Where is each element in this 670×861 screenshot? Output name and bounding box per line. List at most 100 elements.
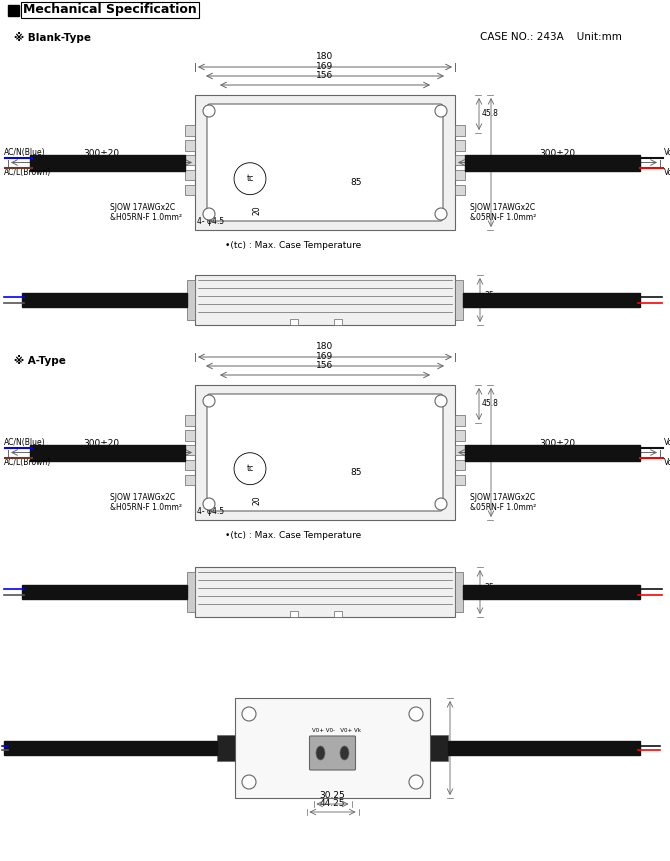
Bar bbox=[465, 154, 640, 170]
Bar bbox=[334, 319, 342, 325]
Text: tc: tc bbox=[247, 174, 254, 183]
Text: 169: 169 bbox=[316, 352, 334, 361]
Bar bbox=[22, 585, 187, 599]
Circle shape bbox=[409, 707, 423, 721]
Bar bbox=[185, 430, 195, 441]
Circle shape bbox=[242, 775, 256, 789]
Text: &05RN-F 1.0mm²: &05RN-F 1.0mm² bbox=[470, 213, 536, 222]
Text: 45.8: 45.8 bbox=[482, 400, 499, 408]
Text: 20: 20 bbox=[253, 495, 262, 505]
Text: 44.25: 44.25 bbox=[320, 799, 345, 808]
Bar bbox=[187, 280, 195, 320]
Bar bbox=[195, 385, 455, 520]
Text: &H05RN-F 1.0mm²: &H05RN-F 1.0mm² bbox=[110, 503, 182, 512]
Text: 21: 21 bbox=[454, 744, 464, 753]
Text: AC/L(Brown): AC/L(Brown) bbox=[4, 459, 51, 468]
Bar bbox=[4, 741, 217, 755]
Text: 156: 156 bbox=[316, 71, 334, 80]
Circle shape bbox=[435, 105, 447, 117]
Circle shape bbox=[203, 395, 215, 407]
Bar bbox=[235, 698, 430, 798]
Text: Mechanical Specification: Mechanical Specification bbox=[23, 3, 197, 16]
Bar bbox=[195, 275, 455, 325]
FancyBboxPatch shape bbox=[207, 104, 443, 221]
Bar bbox=[455, 430, 465, 441]
Circle shape bbox=[409, 775, 423, 789]
Circle shape bbox=[242, 707, 256, 721]
Text: AC/L(Brown): AC/L(Brown) bbox=[4, 169, 51, 177]
Bar bbox=[430, 735, 448, 761]
Bar bbox=[185, 126, 195, 136]
Text: 20: 20 bbox=[253, 205, 262, 214]
Text: 35.5: 35.5 bbox=[484, 300, 501, 309]
Text: 35: 35 bbox=[484, 290, 494, 300]
Text: Vo+(Red): Vo+(Red) bbox=[664, 459, 670, 468]
Text: 30.25: 30.25 bbox=[320, 791, 345, 800]
Bar bbox=[195, 95, 455, 230]
Text: 180: 180 bbox=[316, 342, 334, 351]
Ellipse shape bbox=[340, 746, 349, 760]
Ellipse shape bbox=[316, 746, 325, 760]
Text: AC/N(Blue): AC/N(Blue) bbox=[4, 437, 46, 447]
Bar bbox=[463, 293, 640, 307]
Circle shape bbox=[203, 105, 215, 117]
FancyBboxPatch shape bbox=[310, 736, 356, 770]
Text: ※ Blank-Type: ※ Blank-Type bbox=[14, 32, 91, 43]
Text: Vo-(Black): Vo-(Black) bbox=[664, 147, 670, 157]
Bar bbox=[455, 415, 465, 426]
Bar bbox=[455, 280, 463, 320]
Text: SJOW 17AWGx2C: SJOW 17AWGx2C bbox=[470, 203, 535, 212]
Text: SJOW 17AWGx2C: SJOW 17AWGx2C bbox=[110, 493, 175, 502]
Bar bbox=[185, 460, 195, 470]
Text: 35.5: 35.5 bbox=[484, 592, 501, 602]
Text: SJOW 17AWGx2C: SJOW 17AWGx2C bbox=[470, 493, 535, 502]
Bar bbox=[465, 444, 640, 461]
Bar bbox=[455, 140, 465, 151]
Bar bbox=[195, 567, 455, 617]
Text: CASE NO.: 243A    Unit:mm: CASE NO.: 243A Unit:mm bbox=[480, 32, 622, 42]
Bar bbox=[22, 293, 187, 307]
Bar bbox=[185, 445, 195, 455]
Text: ※ A-Type: ※ A-Type bbox=[14, 355, 66, 366]
Text: 180: 180 bbox=[316, 52, 334, 61]
Text: •(tc) : Max. Case Temperature: •(tc) : Max. Case Temperature bbox=[225, 241, 361, 250]
Text: V0+ V0-   V0+ Vk: V0+ V0- V0+ Vk bbox=[312, 728, 362, 733]
Text: 45.8: 45.8 bbox=[482, 109, 499, 119]
Bar bbox=[290, 319, 297, 325]
Bar bbox=[455, 474, 465, 485]
Bar bbox=[455, 572, 463, 612]
Bar bbox=[217, 735, 235, 761]
Text: 35: 35 bbox=[484, 583, 494, 592]
Bar bbox=[8, 5, 19, 16]
FancyBboxPatch shape bbox=[207, 394, 443, 511]
Bar bbox=[187, 572, 195, 612]
Text: &H05RN-F 1.0mm²: &H05RN-F 1.0mm² bbox=[110, 213, 182, 222]
Text: 4- φ4.5: 4- φ4.5 bbox=[197, 507, 224, 516]
Bar bbox=[455, 185, 465, 195]
Text: AC/N(Blue): AC/N(Blue) bbox=[4, 147, 46, 157]
Bar bbox=[455, 126, 465, 136]
Text: Vo-(Black): Vo-(Black) bbox=[664, 437, 670, 447]
Text: 63: 63 bbox=[495, 448, 505, 457]
Bar bbox=[30, 154, 185, 170]
Text: 300±20: 300±20 bbox=[539, 438, 576, 448]
Text: 85: 85 bbox=[350, 468, 362, 477]
Circle shape bbox=[435, 395, 447, 407]
Bar bbox=[455, 445, 465, 455]
Text: 300±20: 300±20 bbox=[84, 438, 119, 448]
Text: SJOW 17AWGx2C: SJOW 17AWGx2C bbox=[110, 203, 175, 212]
Bar bbox=[463, 585, 640, 599]
Text: Vo+(Red): Vo+(Red) bbox=[664, 169, 670, 177]
Text: 156: 156 bbox=[316, 361, 334, 370]
Text: 63: 63 bbox=[495, 158, 505, 167]
Text: 300±20: 300±20 bbox=[84, 148, 119, 158]
Text: 85: 85 bbox=[350, 178, 362, 187]
Text: 169: 169 bbox=[316, 62, 334, 71]
Text: 300±20: 300±20 bbox=[539, 148, 576, 158]
Bar bbox=[185, 170, 195, 180]
Text: tc: tc bbox=[247, 464, 254, 474]
Bar bbox=[455, 460, 465, 470]
Bar bbox=[30, 444, 185, 461]
Bar bbox=[290, 611, 297, 617]
Circle shape bbox=[435, 208, 447, 220]
